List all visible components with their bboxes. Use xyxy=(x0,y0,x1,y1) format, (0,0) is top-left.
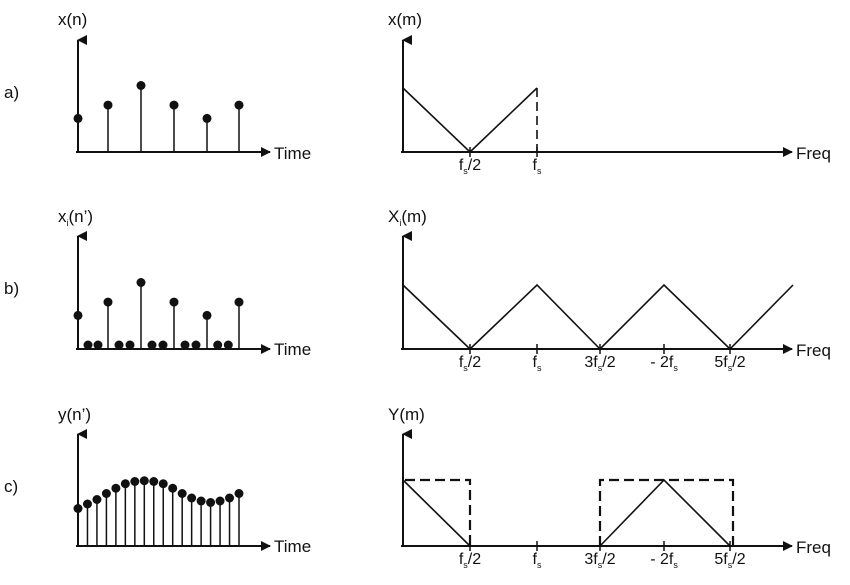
row-c-time-title: y(n’) xyxy=(58,405,91,424)
row-c-sample-dot xyxy=(82,499,92,509)
row-b-zero-sample-dot xyxy=(114,340,124,350)
row-c-freq-axis-label: Freq xyxy=(796,538,831,557)
row-c-time-axis-label: Time xyxy=(274,537,311,556)
row-c-freq-tick-label: 5fs/2 xyxy=(714,551,745,570)
row-c-freq-plot: Y(m) Freq fs/2 fs 3fs/2 - 2fs 5fs/2 xyxy=(388,405,831,570)
row-a-freq-tick-label: fs xyxy=(533,157,542,176)
row-b-zero-sample-dot xyxy=(158,340,168,350)
row-c-baseband-spectrum xyxy=(402,479,471,547)
row-c-freq-tick-label: fs xyxy=(533,551,542,570)
row-a-sample-dot xyxy=(202,113,212,123)
row-b-sample-dot xyxy=(169,297,179,307)
row-a-sample-dot xyxy=(136,81,146,90)
row-c-sample-dot xyxy=(120,479,130,489)
row-b-freq-tick-label: - 2fs xyxy=(650,354,678,373)
row-b-zero-sample-dot xyxy=(125,340,135,350)
row-c-image-spectrum xyxy=(599,478,731,547)
row-a-time-title: x(n) xyxy=(58,10,87,29)
row-a-freq-tick-label: fs/2 xyxy=(459,157,481,176)
row-c-sample-dot xyxy=(149,477,159,486)
row-c-sample-dot xyxy=(168,483,178,493)
row-c-freq-tick-label: - 2fs xyxy=(650,551,678,570)
row-a-freq-plot: x(m) Freq fs/2 fs xyxy=(388,10,831,176)
row-c-sample-dot xyxy=(215,496,225,506)
row-b-zero-sample-dot xyxy=(147,340,157,350)
row-a-sample-dot xyxy=(169,100,179,110)
row-b-freq-axis-label: Freq xyxy=(796,341,831,360)
row-a-sample-dot xyxy=(234,100,244,110)
row-a-sample-dot xyxy=(103,100,113,110)
row-c-sample-dot xyxy=(158,479,168,489)
row-b-sample-dot xyxy=(136,278,146,287)
row-b-sample-dot xyxy=(234,297,244,307)
row-b-time-axis-label: Time xyxy=(274,340,311,359)
row-b-zero-sample-dot xyxy=(83,340,93,350)
row-c-sample-dot xyxy=(139,476,149,486)
row-c-bandpass-filter-dashed xyxy=(598,478,735,546)
row-a-freq-title: x(m) xyxy=(388,10,422,29)
row-b-freq-title: Xi(m) xyxy=(388,207,427,228)
row-b-zero-sample-dot xyxy=(191,340,201,350)
row-c-freq-title: Y(m) xyxy=(388,405,425,424)
row-c-sample-dot xyxy=(225,493,235,503)
row-b-spectrum xyxy=(402,283,794,351)
row-b-zero-sample-dot xyxy=(93,340,103,350)
row-b-sample-dot xyxy=(73,310,83,320)
row-c-sample-dot xyxy=(196,496,206,506)
row-b-time-plot: xi(n’) Time xyxy=(58,207,311,359)
row-b-sample-dot xyxy=(103,297,113,307)
row-c-time-plot: y(n’) Time xyxy=(58,405,311,556)
row-b-time-title: xi(n’) xyxy=(58,207,93,228)
row-c-sample-dot xyxy=(234,489,244,498)
row-b-zero-sample-dot xyxy=(223,340,233,350)
row-a-spectrum xyxy=(402,87,538,154)
row-b-freq-tick-label: fs/2 xyxy=(459,354,481,373)
row-c-lowpass-filter-dashed xyxy=(405,478,472,546)
row-label-a: a) xyxy=(4,83,19,102)
row-a-time-axis-label: Time xyxy=(274,144,311,163)
row-c-freq-tick-label: 3fs/2 xyxy=(584,551,615,570)
row-c-sample-dot xyxy=(111,483,121,493)
row-c-sample-dot xyxy=(177,489,187,498)
row-c-sample-dot xyxy=(101,489,111,498)
row-a-sample-dot xyxy=(73,113,83,123)
row-b-freq-tick-label: fs xyxy=(533,354,542,373)
row-c-freq-tick-label: fs/2 xyxy=(459,551,481,570)
row-b-sample-dot xyxy=(202,310,212,320)
row-c-sample-dot xyxy=(187,493,197,503)
row-a-freq-axis-label: Freq xyxy=(796,144,831,163)
row-label-c: c) xyxy=(4,477,18,496)
row-b-freq-tick-label: 3fs/2 xyxy=(584,354,615,373)
row-b-zero-sample-dot xyxy=(180,340,190,350)
row-b-zero-sample-dot xyxy=(213,340,223,350)
row-b-freq-plot: Xi(m) Freq fs/2 fs 3fs/2 - 2fs 5fs/2 xyxy=(388,207,831,373)
row-c-sample-dot xyxy=(73,504,83,513)
row-a-time-plot: x(n) Time xyxy=(58,10,311,163)
row-c-sample-dot xyxy=(92,495,102,504)
row-b-freq-tick-label: 5fs/2 xyxy=(714,354,745,373)
row-c-sample-dot xyxy=(206,498,216,507)
row-c-sample-dot xyxy=(130,477,140,486)
row-label-b: b) xyxy=(4,279,19,298)
